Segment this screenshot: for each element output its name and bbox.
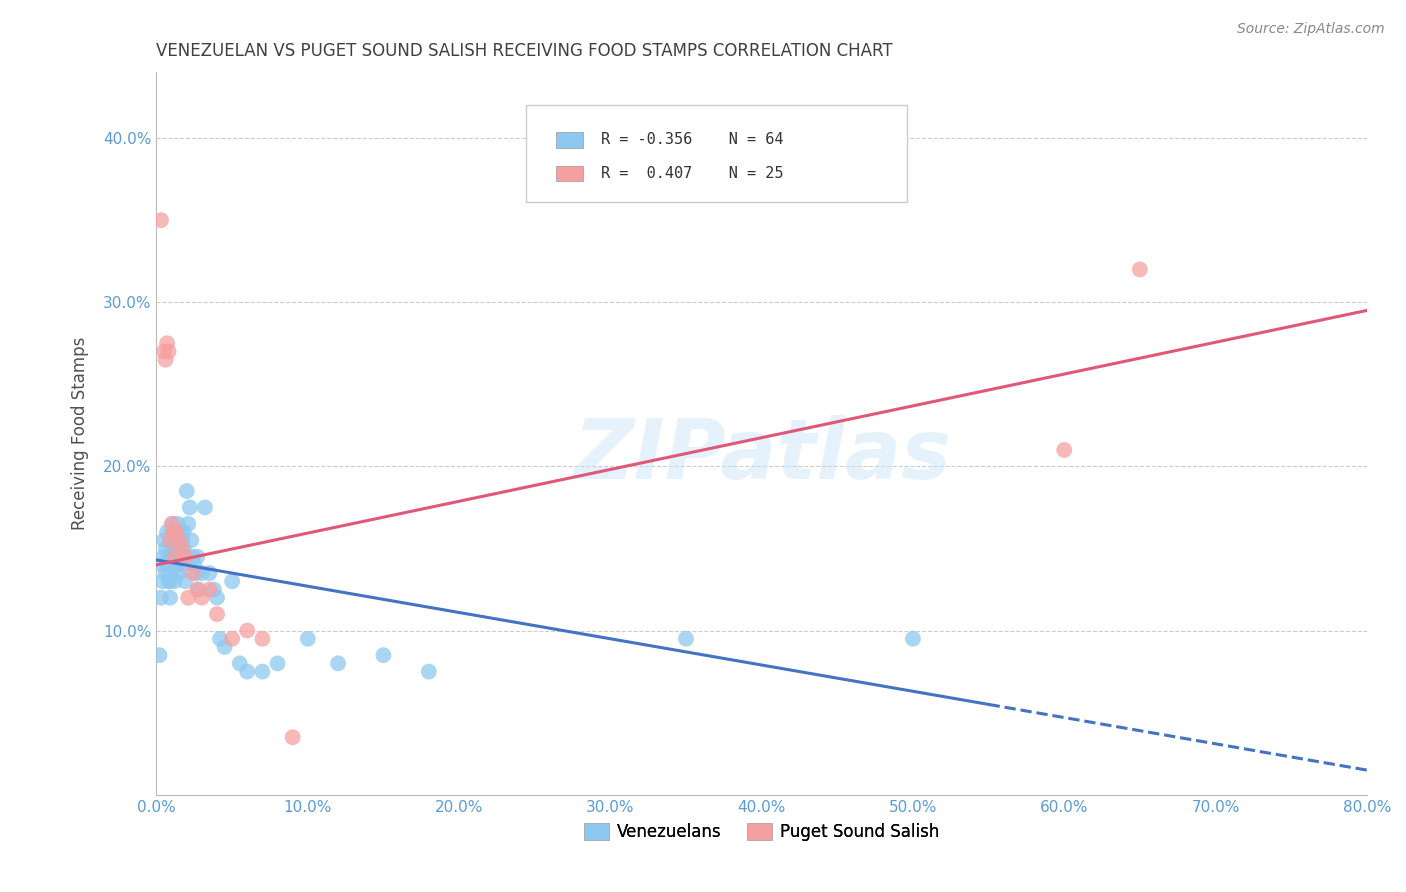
Point <box>174 549 197 564</box>
Point <box>191 591 214 605</box>
Text: VENEZUELAN VS PUGET SOUND SALISH RECEIVING FOOD STAMPS CORRELATION CHART: VENEZUELAN VS PUGET SOUND SALISH RECEIVI… <box>156 42 893 60</box>
Point <box>163 574 186 589</box>
Point <box>198 566 221 580</box>
Point <box>1129 262 1152 277</box>
Point <box>281 731 304 745</box>
Point <box>166 516 188 531</box>
Point <box>167 541 190 556</box>
Point <box>163 533 186 548</box>
Point <box>165 549 187 564</box>
Point <box>181 549 204 564</box>
Point <box>297 632 319 646</box>
Point <box>180 533 202 548</box>
Point <box>165 524 187 539</box>
Text: ZIPatlas: ZIPatlas <box>572 415 950 496</box>
Point <box>152 558 174 572</box>
Point <box>181 566 204 580</box>
Point <box>194 500 217 515</box>
FancyBboxPatch shape <box>526 105 907 202</box>
Point <box>153 549 176 564</box>
Point <box>150 213 173 227</box>
Point <box>252 665 274 679</box>
Point <box>205 591 228 605</box>
Point <box>155 566 177 580</box>
Point <box>236 665 259 679</box>
Point <box>148 648 170 662</box>
Point <box>152 574 174 589</box>
Point <box>172 558 194 572</box>
Point <box>162 516 184 531</box>
Point <box>173 524 195 539</box>
Point <box>221 574 243 589</box>
Point <box>326 657 349 671</box>
Point <box>156 558 179 572</box>
Point <box>162 541 184 556</box>
Point <box>179 500 201 515</box>
Point <box>252 632 274 646</box>
Point <box>208 632 231 646</box>
Point <box>901 632 924 646</box>
Point <box>157 549 180 564</box>
Point <box>163 558 186 572</box>
Point <box>205 607 228 621</box>
Point <box>266 657 288 671</box>
Point <box>156 336 179 351</box>
Point <box>153 533 176 548</box>
Point <box>172 541 194 556</box>
Point <box>418 665 440 679</box>
Point <box>221 632 243 646</box>
Point <box>162 524 184 539</box>
Point <box>202 582 225 597</box>
Point <box>167 566 190 580</box>
Point <box>177 591 200 605</box>
Point <box>373 648 395 662</box>
Y-axis label: Receiving Food Stamps: Receiving Food Stamps <box>72 337 89 530</box>
Text: R =  0.407    N = 25: R = 0.407 N = 25 <box>600 166 783 181</box>
Point <box>183 558 205 572</box>
Point <box>159 574 181 589</box>
Point <box>170 549 193 564</box>
Point <box>166 558 188 572</box>
Point <box>155 352 177 367</box>
Point <box>159 591 181 605</box>
Point <box>167 533 190 548</box>
Legend: Venezuelans, Puget Sound Salish: Venezuelans, Puget Sound Salish <box>576 816 946 847</box>
Point <box>160 549 183 564</box>
Point <box>150 591 173 605</box>
Point <box>236 624 259 638</box>
Point <box>177 516 200 531</box>
Point <box>163 549 186 564</box>
Text: Source: ZipAtlas.com: Source: ZipAtlas.com <box>1237 22 1385 37</box>
FancyBboxPatch shape <box>555 132 582 147</box>
Point <box>165 524 187 539</box>
Point <box>153 344 176 359</box>
Point <box>160 524 183 539</box>
Point <box>198 582 221 597</box>
Point <box>160 516 183 531</box>
Point <box>157 574 180 589</box>
Point <box>187 582 209 597</box>
Point <box>157 344 180 359</box>
FancyBboxPatch shape <box>555 166 582 181</box>
Point <box>159 533 181 548</box>
Point <box>155 541 177 556</box>
Point <box>184 566 207 580</box>
Point <box>176 483 198 498</box>
Point <box>172 533 194 548</box>
Point <box>186 549 208 564</box>
Point <box>173 541 195 556</box>
Point <box>228 657 250 671</box>
Point <box>174 549 197 564</box>
Point <box>174 574 197 589</box>
Point <box>159 533 181 548</box>
Text: R = -0.356    N = 64: R = -0.356 N = 64 <box>600 132 783 147</box>
Point <box>160 566 183 580</box>
Point <box>675 632 697 646</box>
Point <box>156 524 179 539</box>
Point <box>214 640 236 654</box>
Point <box>170 524 193 539</box>
Point <box>186 582 208 597</box>
Point <box>1053 442 1076 457</box>
Point <box>191 566 214 580</box>
